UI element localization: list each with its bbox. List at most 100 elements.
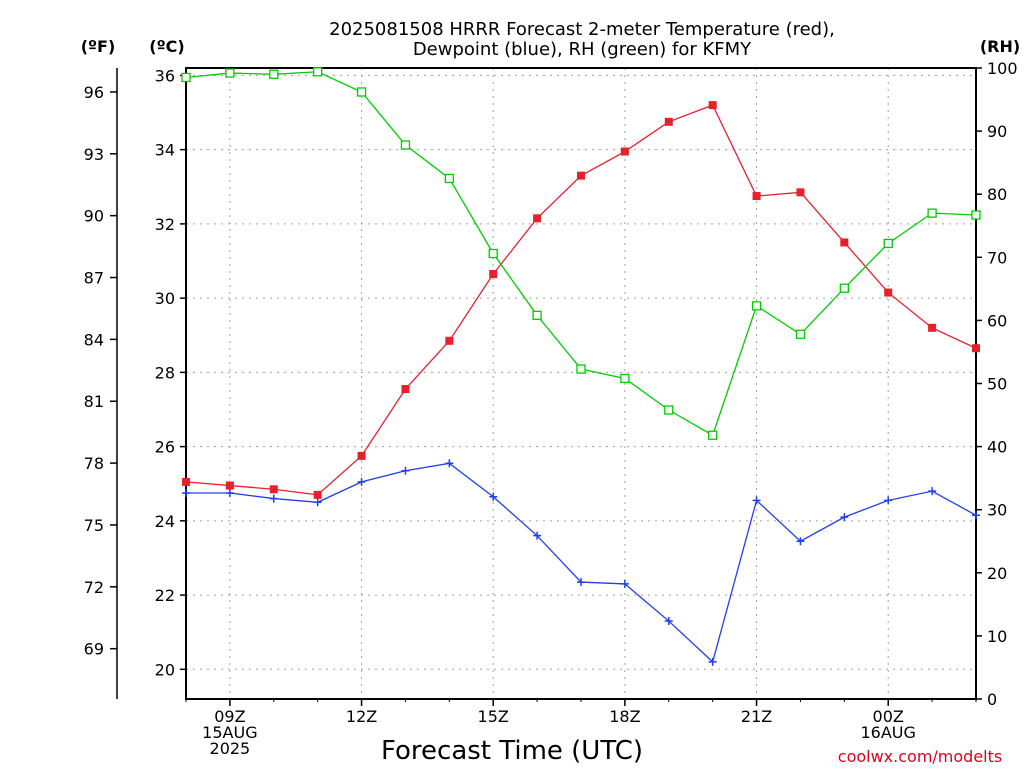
- dewpoint-point: [664, 617, 673, 626]
- temperature-point: [357, 451, 366, 460]
- rh-point: [488, 248, 498, 259]
- rh-point: [400, 140, 411, 150]
- fahrenheit-tick-label: 84: [84, 330, 104, 349]
- dewpoint-point: [708, 657, 717, 666]
- fahrenheit-tick-label: 75: [84, 516, 104, 535]
- fahrenheit-tick-label: 93: [84, 145, 104, 164]
- rh-tick-label: 80: [987, 185, 1007, 204]
- dewpoint-point: [313, 498, 322, 507]
- temperature-point: [313, 490, 322, 499]
- temperature-point: [928, 323, 937, 332]
- dewpoint-point: [884, 496, 893, 505]
- celsius-unit-label: (ºC): [149, 37, 184, 56]
- dewpoint-point: [401, 466, 410, 475]
- series-layer: [181, 67, 981, 666]
- temperature-point: [752, 192, 761, 201]
- temperature-point: [182, 477, 190, 486]
- rh-tick-label: 40: [987, 438, 1007, 457]
- rh-tick-label: 70: [987, 248, 1007, 267]
- rh-tick-label: 100: [987, 59, 1018, 78]
- celsius-tick-label: 26: [155, 438, 175, 457]
- fahrenheit-unit-label: (ºF): [81, 37, 116, 56]
- x-tick-label: 2025: [210, 739, 251, 758]
- temperature-point: [533, 214, 542, 223]
- fahrenheit-tick-label: 96: [84, 83, 104, 102]
- dewpoint-point: [357, 477, 366, 486]
- celsius-tick-label: 32: [155, 215, 175, 234]
- rh-tick-label: 20: [987, 564, 1007, 583]
- rh-point: [313, 67, 323, 77]
- dewpoint-point: [182, 488, 190, 497]
- rh-point: [751, 301, 762, 311]
- rh-point: [269, 69, 279, 79]
- celsius-tick-label: 36: [155, 66, 175, 85]
- rh-point: [576, 364, 586, 374]
- rh-point: [532, 310, 542, 321]
- rh-point: [356, 87, 367, 97]
- dewpoint-point: [225, 488, 234, 497]
- temperature-line: [185, 104, 977, 496]
- rh-tick-label: 90: [987, 122, 1007, 141]
- rh-point: [181, 72, 191, 83]
- rh-tick-label: 30: [987, 501, 1007, 520]
- rh-line: [185, 71, 977, 437]
- dewpoint-point: [796, 537, 805, 546]
- fahrenheit-tick-label: 69: [84, 640, 104, 659]
- chart-title-line-2: Dewpoint (blue), RH (green) for KFMY: [413, 39, 752, 60]
- dewpoint-point: [533, 531, 542, 540]
- rh-point: [971, 210, 981, 220]
- temperature-point: [225, 481, 234, 490]
- rh-point: [225, 68, 235, 78]
- grid-layer: [186, 68, 976, 699]
- dewpoint-point: [972, 511, 980, 520]
- temperature-point: [840, 238, 849, 247]
- celsius-tick-label: 20: [155, 660, 175, 679]
- rh-tick-label: 0: [987, 690, 997, 709]
- rh-unit-label: (RH): [980, 37, 1020, 56]
- dewpoint-point: [489, 492, 498, 501]
- fahrenheit-tick-label: 90: [84, 207, 104, 226]
- dewpoint-point: [445, 459, 454, 468]
- fahrenheit-tick-label: 72: [84, 578, 104, 597]
- celsius-tick-label: 34: [155, 141, 175, 160]
- x-tick-label: 18Z: [609, 707, 640, 726]
- x-tick-label: 21Z: [741, 707, 772, 726]
- temperature-point: [445, 336, 454, 345]
- rh-point: [839, 283, 849, 293]
- celsius-tick-label: 22: [155, 586, 175, 605]
- x-tick-label: 09Z: [214, 707, 245, 726]
- rh-point: [664, 405, 674, 415]
- dewpoint-point: [577, 578, 585, 587]
- temperature-point: [489, 270, 498, 279]
- temperature-point: [664, 117, 673, 126]
- dewpoint-point: [752, 496, 761, 505]
- x-tick-label: 12Z: [346, 707, 377, 726]
- rh-tick-label: 50: [987, 375, 1007, 394]
- temperature-point: [577, 171, 585, 180]
- dewpoint-point: [840, 513, 849, 522]
- x-tick-label: 16AUG: [861, 723, 916, 742]
- fahrenheit-tick-label: 78: [84, 454, 104, 473]
- x-tick-label: 15AUG: [202, 723, 257, 742]
- rh-point: [444, 173, 454, 184]
- celsius-tick-label: 24: [155, 512, 175, 531]
- x-axis-label: Forecast Time (UTC): [381, 736, 643, 766]
- rh-point: [883, 238, 893, 249]
- x-tick-label: 15Z: [478, 707, 509, 726]
- temperature-point: [269, 485, 278, 494]
- dewpoint-point: [620, 579, 629, 588]
- chart-title-line-1: 2025081508 HRRR Forecast 2-meter Tempera…: [329, 19, 835, 40]
- plot-frame: [185, 67, 977, 700]
- rh-tick-label: 10: [987, 627, 1007, 646]
- credit-text: coolwx.com/modelts: [838, 747, 1002, 766]
- temperature-point: [972, 344, 980, 353]
- x-tick-label: 00Z: [873, 707, 904, 726]
- dewpoint-point: [928, 487, 937, 496]
- rh-tick-label: 60: [987, 311, 1007, 330]
- rh-point: [795, 329, 806, 339]
- celsius-tick-label: 30: [155, 289, 175, 308]
- temperature-point: [884, 288, 893, 297]
